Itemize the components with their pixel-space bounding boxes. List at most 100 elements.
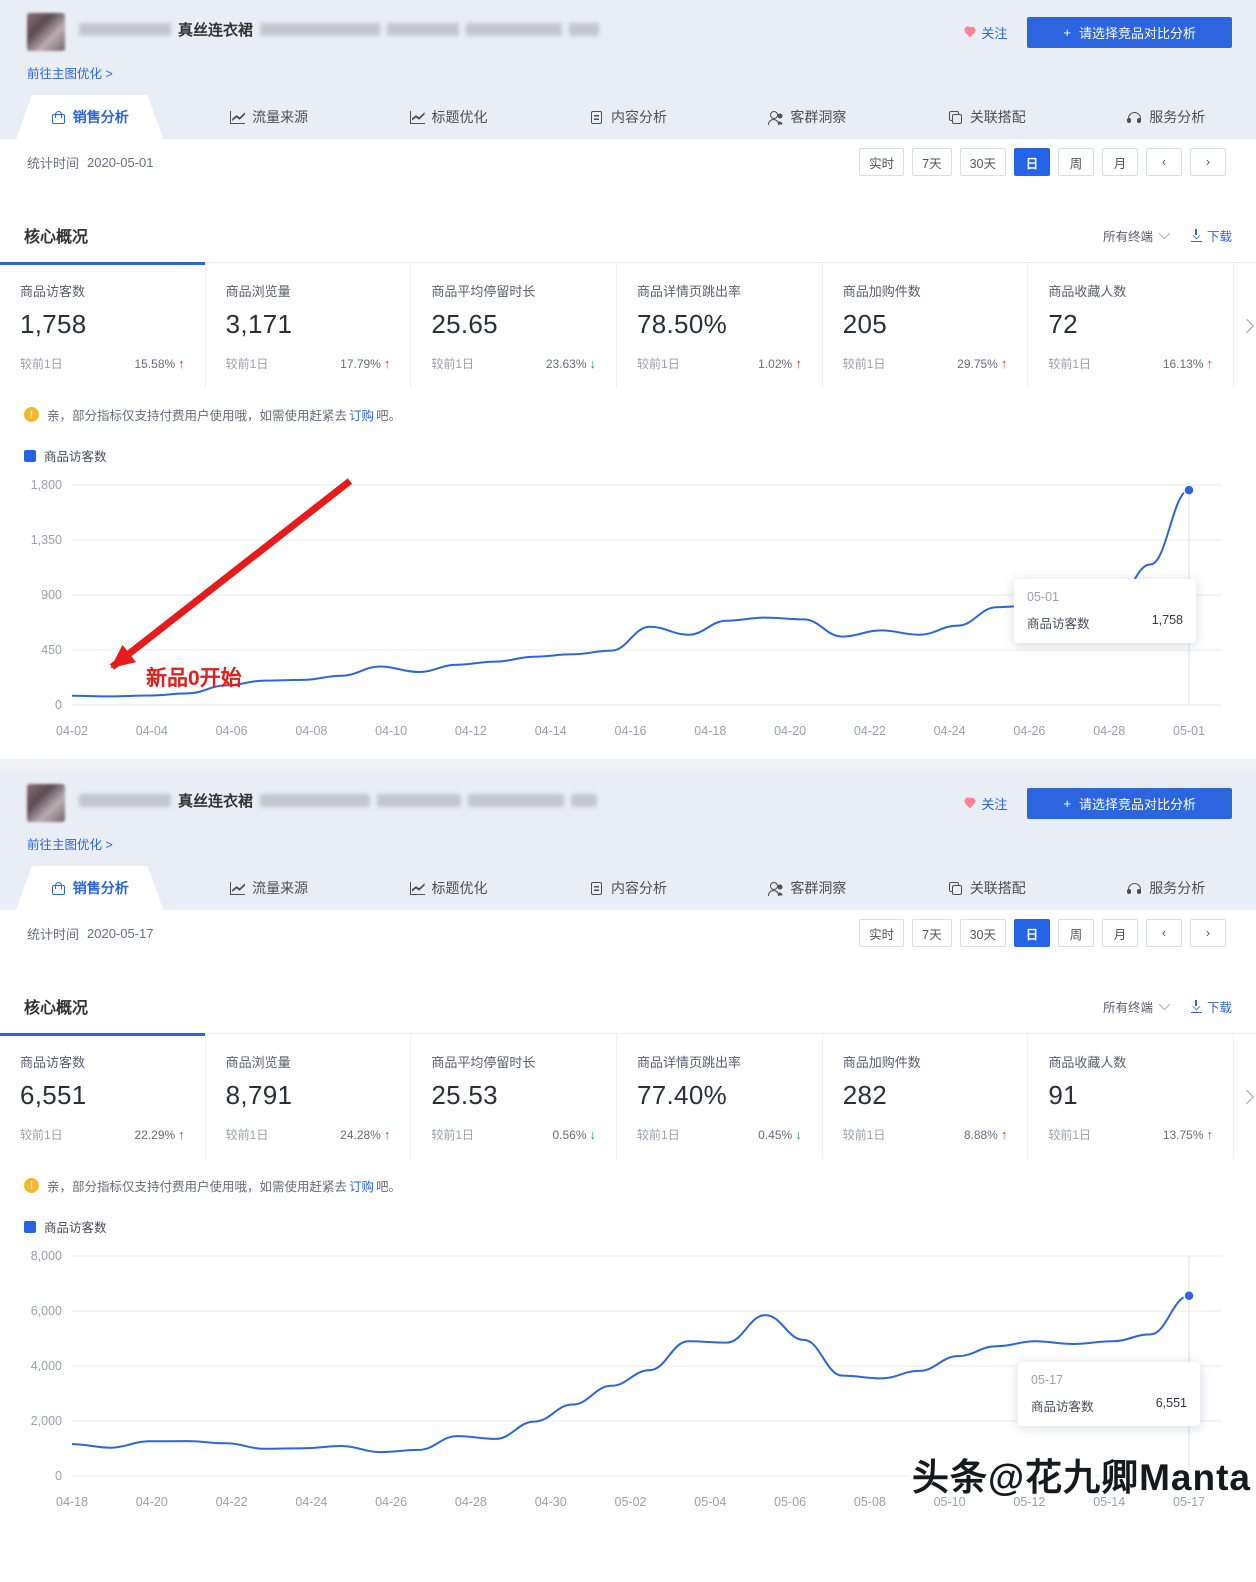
tab[interactable]: 服务分析 (1077, 95, 1256, 139)
metric-card[interactable]: 商品访客数 6,551 较前1日 22.29% (0, 1033, 206, 1159)
svg-text:2,000: 2,000 (31, 1414, 62, 1428)
tab-label: 标题优化 (431, 109, 488, 125)
range-button[interactable]: 7天 (912, 919, 952, 947)
metric-label: 商品详情页跳出率 (637, 1055, 742, 1070)
blurred-title-segment (466, 23, 563, 36)
blurred-title-segment (569, 23, 600, 36)
metric-card[interactable]: 商品访客数 1,758 较前1日 15.58% (0, 262, 206, 388)
terminal-filter-dropdown[interactable]: 所有终端 (1103, 226, 1171, 245)
order-link[interactable]: 订购 (349, 1180, 375, 1194)
range-button[interactable]: › (1190, 919, 1226, 947)
overview-title: 核心概况 (24, 1000, 89, 1017)
metric-card[interactable]: 商品详情页跳出率 78.50% 较前1日 1.02% (617, 263, 823, 388)
tab-label: 关联搭配 (969, 880, 1026, 896)
legend-label: 商品访客数 (44, 1221, 107, 1235)
svg-text:900: 900 (41, 588, 62, 602)
svg-text:05-08: 05-08 (854, 1495, 886, 1509)
follow-button[interactable]: 关注 (963, 794, 1007, 813)
blurred-title-segment (571, 794, 598, 807)
compare-competitor-button[interactable]: + 请选择竞品对比分析 (1027, 17, 1232, 48)
tab[interactable]: 客群洞察 (718, 866, 897, 910)
metric-card[interactable]: 商品收藏人数 91 较前1日 13.75% (1028, 1034, 1235, 1159)
warning-icon: ! (24, 1178, 39, 1193)
metric-card[interactable]: 商品平均停留时长 25.53 较前1日 0.56% (411, 1034, 618, 1159)
metric-label: 商品收藏人数 (1048, 1055, 1127, 1070)
metric-cards-row: 商品访客数 1,758 较前1日 15.58% 商品浏览量 3,171 较前1日 (0, 262, 1256, 388)
terminal-filter-dropdown[interactable]: 所有终端 (1103, 997, 1171, 1016)
range-button[interactable]: 月 (1102, 919, 1138, 947)
metric-card[interactable]: 商品浏览量 3,171 较前1日 17.79% (206, 263, 412, 388)
metric-card[interactable]: 商品详情页跳出率 77.40% 较前1日 0.45% (617, 1034, 823, 1159)
trend-arrow-icon (1001, 356, 1008, 371)
core-overview-card: 核心概况 所有终端 下载 商品访客数 6,551 较前1日 (0, 976, 1256, 1582)
svg-text:05-02: 05-02 (615, 1495, 647, 1509)
chevron-down-icon (1158, 227, 1171, 240)
range-button[interactable]: ‹ (1146, 919, 1182, 947)
compare-competitor-button[interactable]: + 请选择竞品对比分析 (1027, 788, 1232, 819)
tab-icon (230, 110, 246, 125)
tab-label: 服务分析 (1149, 880, 1206, 896)
download-button[interactable]: 下载 (1190, 226, 1232, 245)
tab[interactable]: 流量来源 (179, 866, 358, 910)
range-button[interactable]: 周 (1058, 148, 1094, 176)
range-button[interactable]: 日 (1014, 919, 1050, 947)
range-button[interactable]: 30天 (959, 148, 1006, 176)
range-button[interactable]: 月 (1102, 148, 1138, 176)
tab-label: 内容分析 (610, 880, 667, 896)
visitors-line-chart[interactable]: 0 450 900 1,350 1,800 04-02 04-04 04-06 04-08 04-… (24, 469, 1232, 751)
order-link[interactable]: 订购 (349, 409, 375, 423)
range-button[interactable]: 实时 (859, 148, 905, 176)
tab[interactable]: 销售分析 (0, 866, 179, 910)
range-button[interactable]: › (1190, 148, 1226, 176)
metric-compare-label: 较前1日 (842, 357, 886, 371)
range-button[interactable]: 30天 (959, 919, 1006, 947)
trend-arrow-icon (1207, 1127, 1214, 1142)
svg-text:6,000: 6,000 (31, 1304, 62, 1318)
tab-icon (768, 110, 783, 125)
range-button[interactable]: 日 (1014, 148, 1050, 176)
metric-label: 商品平均停留时长 (431, 1055, 536, 1070)
heart-icon (963, 798, 976, 810)
metric-label: 商品浏览量 (225, 1055, 291, 1070)
tab-icon (230, 881, 246, 896)
main-image-optimize-link[interactable]: 前往主图优化 > (27, 67, 113, 81)
tab[interactable]: 流量来源 (179, 95, 358, 139)
follow-button[interactable]: 关注 (963, 23, 1007, 42)
next-metrics-icon[interactable] (1239, 1089, 1255, 1104)
range-button[interactable]: 7天 (912, 148, 952, 176)
download-button[interactable]: 下载 (1190, 997, 1232, 1016)
metric-card[interactable]: 商品平均停留时长 25.65 较前1日 23.63% (411, 263, 618, 388)
range-button[interactable]: 周 (1058, 919, 1094, 947)
tab[interactable]: 关联搭配 (897, 866, 1076, 910)
tab-icon (1127, 881, 1142, 896)
chart-legend: 商品访客数 (24, 446, 1232, 465)
next-metrics-icon[interactable] (1239, 318, 1255, 333)
metric-card[interactable]: 商品加购件数 282 较前1日 8.88% (823, 1034, 1029, 1159)
tab-icon (589, 881, 604, 896)
tab[interactable]: 服务分析 (1077, 866, 1256, 910)
metric-compare-label: 较前1日 (842, 1128, 886, 1142)
tab-label: 客群洞察 (790, 880, 847, 896)
range-button[interactable]: 实时 (859, 919, 905, 947)
tab[interactable]: 内容分析 (538, 866, 717, 910)
metric-card[interactable]: 商品浏览量 8,791 较前1日 24.28% (206, 1034, 412, 1159)
metric-percent: 29.75% (957, 356, 998, 371)
metric-card[interactable]: 商品加购件数 205 较前1日 29.75% (823, 263, 1029, 388)
range-button[interactable]: ‹ (1146, 148, 1182, 176)
tab-icon (948, 110, 963, 125)
main-image-optimize-link[interactable]: 前往主图优化 > (27, 838, 113, 852)
trend-arrow-icon (795, 1127, 802, 1142)
metric-card[interactable]: 商品收藏人数 72 较前1日 16.13% (1028, 263, 1235, 388)
tab-bar: 销售分析 流量来源 标题优化 内容分析 客群洞察 关联搭配 服务分析 (0, 866, 1256, 910)
download-icon (1190, 228, 1202, 242)
tab[interactable]: 标题优化 (359, 95, 538, 139)
date-range-buttons: 实时 7天 30天日周月 ‹ › (859, 148, 1226, 176)
tab[interactable]: 内容分析 (538, 95, 717, 139)
metric-value: 6,551 (20, 1080, 87, 1110)
tab[interactable]: 标题优化 (359, 866, 538, 910)
tab[interactable]: 客群洞察 (718, 95, 897, 139)
tab[interactable]: 销售分析 (0, 95, 179, 139)
product-title: 真丝连衣裙 (79, 790, 598, 811)
tab[interactable]: 关联搭配 (897, 95, 1076, 139)
svg-text:04-20: 04-20 (136, 1495, 168, 1509)
